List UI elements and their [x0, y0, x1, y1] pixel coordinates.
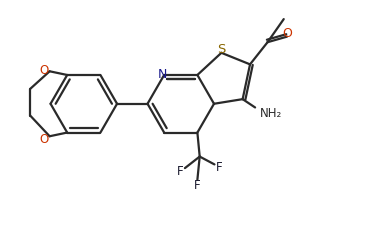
Text: NH₂: NH₂: [260, 107, 282, 120]
Text: F: F: [194, 178, 201, 191]
Text: O: O: [282, 26, 292, 39]
Text: O: O: [40, 132, 49, 145]
Text: N: N: [158, 68, 168, 81]
Text: F: F: [216, 160, 222, 173]
Text: S: S: [217, 43, 225, 56]
Text: F: F: [177, 164, 184, 177]
Text: O: O: [40, 64, 49, 76]
